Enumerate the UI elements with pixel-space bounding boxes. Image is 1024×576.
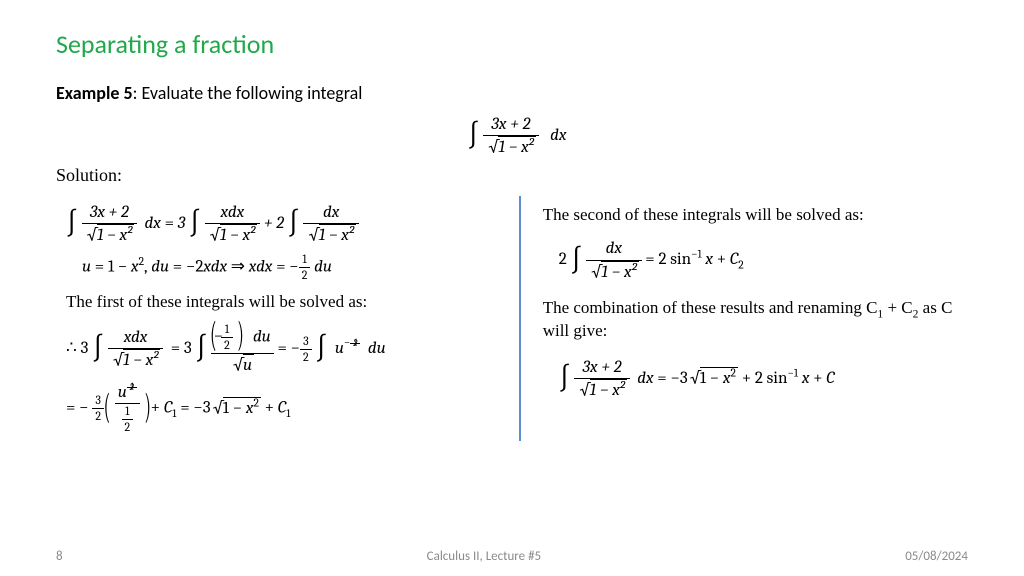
- columns: ∫ 3x + 2 1 − x² dx = 3 ∫ xdx 1 − x² + 2 …: [56, 196, 968, 442]
- left-eq2: u = 1 − x2, du = −2xdx ⇒ xdx = −12 du: [82, 252, 499, 283]
- main-integral-numer: 3x + 2: [483, 114, 538, 135]
- right-eq1: 2 ∫ dx 1 − x² = 2 sin−1 x + C2: [559, 238, 968, 283]
- left-eq4: = − 32 u1212 + C1 = −31 − x2 + C1: [66, 382, 499, 435]
- example-label: Example 5: [56, 82, 133, 104]
- left-column: ∫ 3x + 2 1 − x² dx = 3 ∫ xdx 1 − x² + 2 …: [56, 196, 499, 442]
- solution-label: Solution:: [56, 165, 968, 186]
- slide-title: Separating a fraction: [56, 28, 968, 60]
- main-integral: ∫ 3x + 2 1 − x² dx: [66, 114, 968, 159]
- right-text2: The combination of these results and ren…: [543, 297, 968, 343]
- left-eq3: ∴ 3 ∫ xdx 1 − x² = 3 ∫ 12− du u = −32 ∫ …: [66, 322, 499, 376]
- right-eq2: ∫ 3x + 2 1 − x² dx = −31 − x2 + 2 sin−1 …: [559, 357, 968, 402]
- footer-date: 05/08/2024: [905, 549, 968, 564]
- footer-center: Calculus II, Lecture #5: [427, 549, 542, 564]
- example-label-rest: : Evaluate the following integral: [133, 82, 363, 104]
- right-text1: The second of these integrals will be so…: [543, 204, 968, 227]
- slide: Separating a fraction Example 5: Evaluat…: [0, 0, 1024, 576]
- example-prompt: Example 5: Evaluate the following integr…: [56, 82, 968, 104]
- right-column: The second of these integrals will be so…: [519, 196, 968, 442]
- left-eq1: ∫ 3x + 2 1 − x² dx = 3 ∫ xdx 1 − x² + 2 …: [66, 202, 499, 247]
- footer-page: 8: [56, 549, 63, 564]
- footer: 8 Calculus II, Lecture #5 05/08/2024: [0, 549, 1024, 564]
- left-text1: The first of these integrals will be sol…: [66, 291, 499, 314]
